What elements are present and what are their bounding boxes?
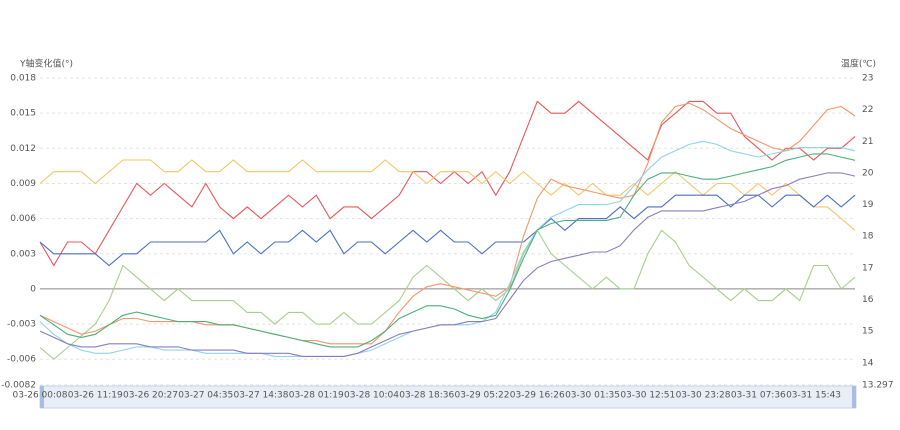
x-tick-label: 03-26 11:19 (68, 391, 123, 401)
x-tick-label: 03-30 12:51 (620, 391, 675, 401)
x-tick-label: 03-31 15:43 (786, 391, 841, 401)
x-tick-label: 03-28 10:04 (344, 391, 399, 401)
zoom-handle-right[interactable] (852, 386, 856, 408)
zoom-handle-left[interactable] (40, 386, 44, 408)
x-tick-label: 03-26 00:08 (13, 391, 68, 401)
x-tick-label: 03-30 23:28 (676, 391, 731, 401)
y-tick-label: -0.0082 (1, 381, 36, 391)
y2-tick-label: 18 (862, 232, 874, 242)
y-tick-label: 0.009 (10, 179, 36, 189)
x-tick-label: 03-31 07:36 (731, 391, 786, 401)
x-tick-label: 03-28 01:19 (289, 391, 344, 401)
y-axis-label: Y轴变化值(°) (19, 58, 73, 70)
y2-axis-label: 温度(℃) (841, 58, 876, 70)
x-tick-label: 03-29 16:26 (510, 391, 565, 401)
x-tick-label: 03-28 18:36 (399, 391, 454, 401)
series-line (39, 153, 856, 348)
y2-tick-label: 19 (862, 200, 874, 210)
y-tick-label: 0.018 (10, 74, 36, 84)
series-line (39, 229, 856, 360)
y2-tick-label: 16 (862, 295, 874, 305)
y2-tick-label: 15 (862, 327, 873, 337)
x-tick-label: 03-27 14:38 (234, 391, 289, 401)
y2-tick-label: 14 (862, 358, 874, 368)
y2-tick-label: 13.297 (862, 381, 894, 391)
series-line (39, 194, 856, 267)
y-tick-label: 0.012 (10, 144, 36, 154)
y-tick-label: -0.003 (7, 320, 36, 330)
series-line (39, 172, 856, 357)
y-tick-label: 0.003 (10, 249, 36, 259)
y-tick-label: -0.006 (7, 355, 36, 365)
y2-tick-label: 22 (862, 105, 873, 115)
series-line (39, 100, 856, 267)
y-tick-label: 0.006 (10, 214, 36, 224)
y2-tick-label: 17 (862, 263, 873, 273)
y2-tick-label: 23 (862, 74, 873, 84)
x-tick-label: 03-26 20:27 (123, 391, 178, 401)
y2-tick-label: 20 (862, 168, 874, 178)
y-tick-label: 0.015 (10, 109, 36, 119)
x-tick-label: 03-27 04:35 (178, 391, 233, 401)
x-tick-label: 03-29 05:22 (455, 391, 510, 401)
x-tick-label: 03-30 01:35 (565, 391, 620, 401)
y-tick-label: 0 (30, 284, 36, 294)
y2-tick-label: 21 (862, 137, 873, 147)
series-line (39, 159, 856, 231)
